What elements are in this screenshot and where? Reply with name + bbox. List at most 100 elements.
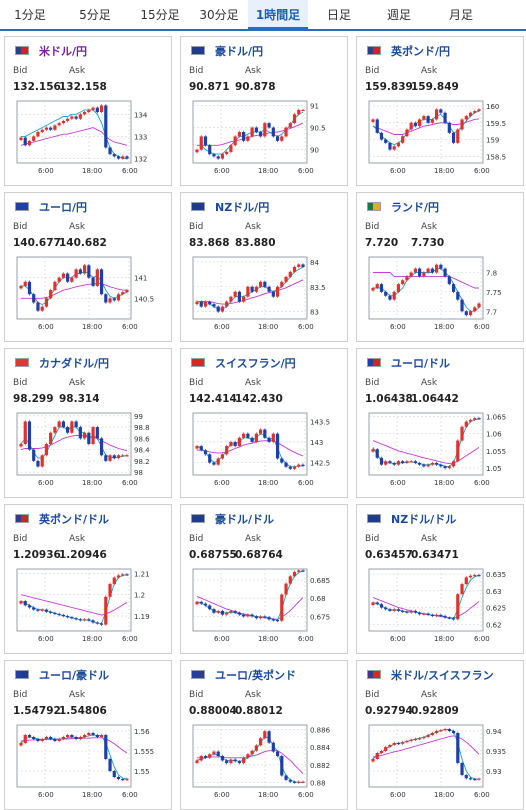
tab-6[interactable]: 日足 bbox=[326, 8, 351, 22]
price-chart: 91 90.5 90 6:00 18:00 6:00 bbox=[192, 100, 326, 175]
candle-body bbox=[242, 614, 246, 617]
currency-pair-link[interactable]: 英ポンド/円 bbox=[391, 45, 451, 58]
candle-body bbox=[246, 754, 250, 758]
rate-card[interactable]: ユーロ/豪ドル Bid Ask 1.54792 1.54806 1.56 1.555 1.55… bbox=[4, 660, 172, 810]
rate-card[interactable]: 英ポンド/ドル Bid Ask 1.20936 1.20946 1.21 1.2 1.19 6:… bbox=[4, 504, 172, 654]
tab-2[interactable]: 5分足 bbox=[79, 8, 111, 22]
rate-card[interactable]: ランド/円 Bid Ask 7.720 7.730 7.8 7.75 7.7 6:00 18:00… bbox=[356, 192, 524, 342]
candle-body bbox=[259, 738, 263, 746]
candle-body bbox=[53, 125, 57, 130]
bid-value: 132.156 bbox=[13, 81, 61, 93]
candle-body bbox=[392, 743, 396, 745]
x-tick-label: 6:00 bbox=[122, 479, 138, 487]
currency-pair-link[interactable]: 英ポンド/ドル bbox=[39, 513, 110, 526]
rate-card[interactable]: カナダドル/円 Bid Ask 98.299 98.314 99 98.8 98.6 98.4 9… bbox=[4, 348, 172, 498]
candle-body bbox=[74, 421, 78, 428]
candle-body bbox=[220, 756, 225, 761]
moving-average-long bbox=[20, 127, 128, 146]
candle-body bbox=[301, 109, 305, 112]
candle-body bbox=[99, 105, 104, 113]
rate-card[interactable]: 米ドル/円 Bid Ask 132.156 132.158 134 133 132 6:00 18… bbox=[4, 36, 172, 186]
rate-card[interactable]: 豪ドル/ドル Bid Ask 0.68755 0.68764 0.685 0.68 0.675… bbox=[180, 504, 348, 654]
currency-pair-link[interactable]: ユーロ/英ポンド bbox=[215, 669, 297, 682]
rate-card[interactable]: NZドル/ドル Bid Ask 0.63457 0.63471 0.635 0.63 0.62… bbox=[356, 504, 524, 654]
rate-card[interactable]: 豪ドル/円 Bid Ask 90.871 90.878 91 90.5 90 6:00 18:00… bbox=[180, 36, 348, 186]
x-tick-label: 18:00 bbox=[82, 635, 102, 643]
candle-body bbox=[275, 286, 280, 297]
currency-pair-link[interactable]: NZドル/ドル bbox=[391, 513, 457, 526]
candle-body bbox=[405, 129, 409, 137]
candle-body bbox=[91, 733, 95, 735]
y-tick-label: 7.7 bbox=[486, 308, 497, 316]
candle-body bbox=[263, 123, 267, 137]
currency-pair-link[interactable]: 米ドル/スイスフラン bbox=[391, 669, 494, 682]
rate-card[interactable]: NZドル/円 Bid Ask 83.868 83.880 84 83.5 83 6:00 18:0… bbox=[180, 192, 348, 342]
candle-body bbox=[422, 613, 426, 615]
y-tick-label: 0.68 bbox=[310, 595, 326, 603]
candle-body bbox=[116, 455, 121, 459]
bid-value: 1.20936 bbox=[13, 549, 61, 561]
card-header: ユーロ/英ポンド bbox=[189, 667, 347, 683]
candle-body bbox=[49, 432, 53, 444]
rate-card[interactable]: 英ポンド/円 Bid Ask 159.839 159.849 160 159.5 159 158… bbox=[356, 36, 524, 186]
currency-pair-link[interactable]: 豪ドル/円 bbox=[215, 45, 264, 58]
tab-5[interactable]: 1時間足 bbox=[248, 0, 308, 30]
candle-body bbox=[250, 286, 254, 292]
candle-body bbox=[259, 132, 263, 137]
candle-body bbox=[87, 109, 91, 113]
candle-body bbox=[267, 437, 271, 442]
candle-body bbox=[384, 291, 388, 296]
tab-7[interactable]: 週足 bbox=[386, 8, 411, 22]
tab-4[interactable]: 30分足 bbox=[199, 8, 239, 22]
tab-8[interactable]: 月足 bbox=[448, 8, 473, 22]
candle-body bbox=[195, 760, 199, 763]
ask-value: 1.06442 bbox=[411, 393, 459, 405]
rate-card[interactable]: ユーロ/英ポンド Bid Ask 0.88004 0.88012 0.886 0.884 0.… bbox=[180, 660, 348, 810]
candle-body bbox=[53, 612, 57, 615]
currency-pair-link[interactable]: カナダドル/円 bbox=[39, 357, 110, 370]
candle-body bbox=[40, 129, 44, 132]
currency-pair-link[interactable]: NZドル/円 bbox=[215, 201, 270, 214]
candle-body bbox=[413, 122, 417, 127]
y-tick-label: 0.935 bbox=[486, 748, 506, 756]
rate-card[interactable]: ユーロ/円 Bid Ask 140.677 140.682 141 140.5 6:00 18:… bbox=[4, 192, 172, 342]
x-tick-label: 6:00 bbox=[474, 167, 490, 175]
candle-body bbox=[456, 440, 460, 462]
candle-body bbox=[53, 281, 57, 291]
candle-body bbox=[203, 603, 208, 606]
candle-body bbox=[78, 114, 82, 119]
y-tick-label: 0.884 bbox=[310, 744, 331, 752]
currency-pair-link[interactable]: 米ドル/円 bbox=[39, 45, 88, 58]
currency-pair-link[interactable]: スイスフラン/円 bbox=[215, 357, 296, 370]
candle-body bbox=[104, 105, 108, 148]
candle-body bbox=[460, 426, 464, 441]
candle-body bbox=[27, 421, 32, 450]
moving-average-long bbox=[21, 283, 127, 299]
currency-pair-link[interactable]: ユーロ/豪ドル bbox=[39, 669, 110, 682]
rate-card[interactable]: ユーロ/ドル Bid Ask 1.06438 1.06442 1.065 1.06 1.055… bbox=[356, 348, 524, 498]
tab-3[interactable]: 15分足 bbox=[140, 8, 180, 22]
currency-pair-link[interactable]: ユーロ/ドル bbox=[391, 357, 451, 370]
candle-body bbox=[57, 421, 61, 428]
moving-average-long bbox=[20, 435, 128, 452]
y-tick-label: 83 bbox=[310, 309, 319, 317]
card-header: ユーロ/豪ドル bbox=[13, 667, 171, 683]
candle-body bbox=[275, 136, 280, 141]
candle-body bbox=[216, 458, 220, 465]
rate-card[interactable]: スイスフラン/円 Bid Ask 142.414 142.430 143.5 143 142.… bbox=[180, 348, 348, 498]
candle-body bbox=[121, 156, 125, 159]
price-chart: 160 159.5 159 158.5 6:00 18:00 6:00 bbox=[368, 100, 506, 175]
card-header: ランド/円 bbox=[365, 199, 523, 215]
tab-1[interactable]: 1分足 bbox=[14, 8, 46, 22]
rate-card[interactable]: 米ドル/スイスフラン Bid Ask 0.92794 0.92809 0.94 0.935 0… bbox=[356, 660, 524, 810]
currency-pair-link[interactable]: ランド/円 bbox=[391, 201, 440, 214]
candle-body bbox=[371, 449, 375, 452]
candle-body bbox=[99, 269, 104, 295]
candle-body bbox=[112, 771, 116, 777]
candle-body bbox=[40, 609, 44, 611]
candle-body bbox=[439, 464, 443, 467]
x-tick-label: 6:00 bbox=[214, 635, 230, 643]
currency-pair-link[interactable]: ユーロ/円 bbox=[39, 201, 88, 214]
currency-pair-link[interactable]: 豪ドル/ドル bbox=[215, 513, 275, 526]
candle-body bbox=[409, 461, 413, 463]
